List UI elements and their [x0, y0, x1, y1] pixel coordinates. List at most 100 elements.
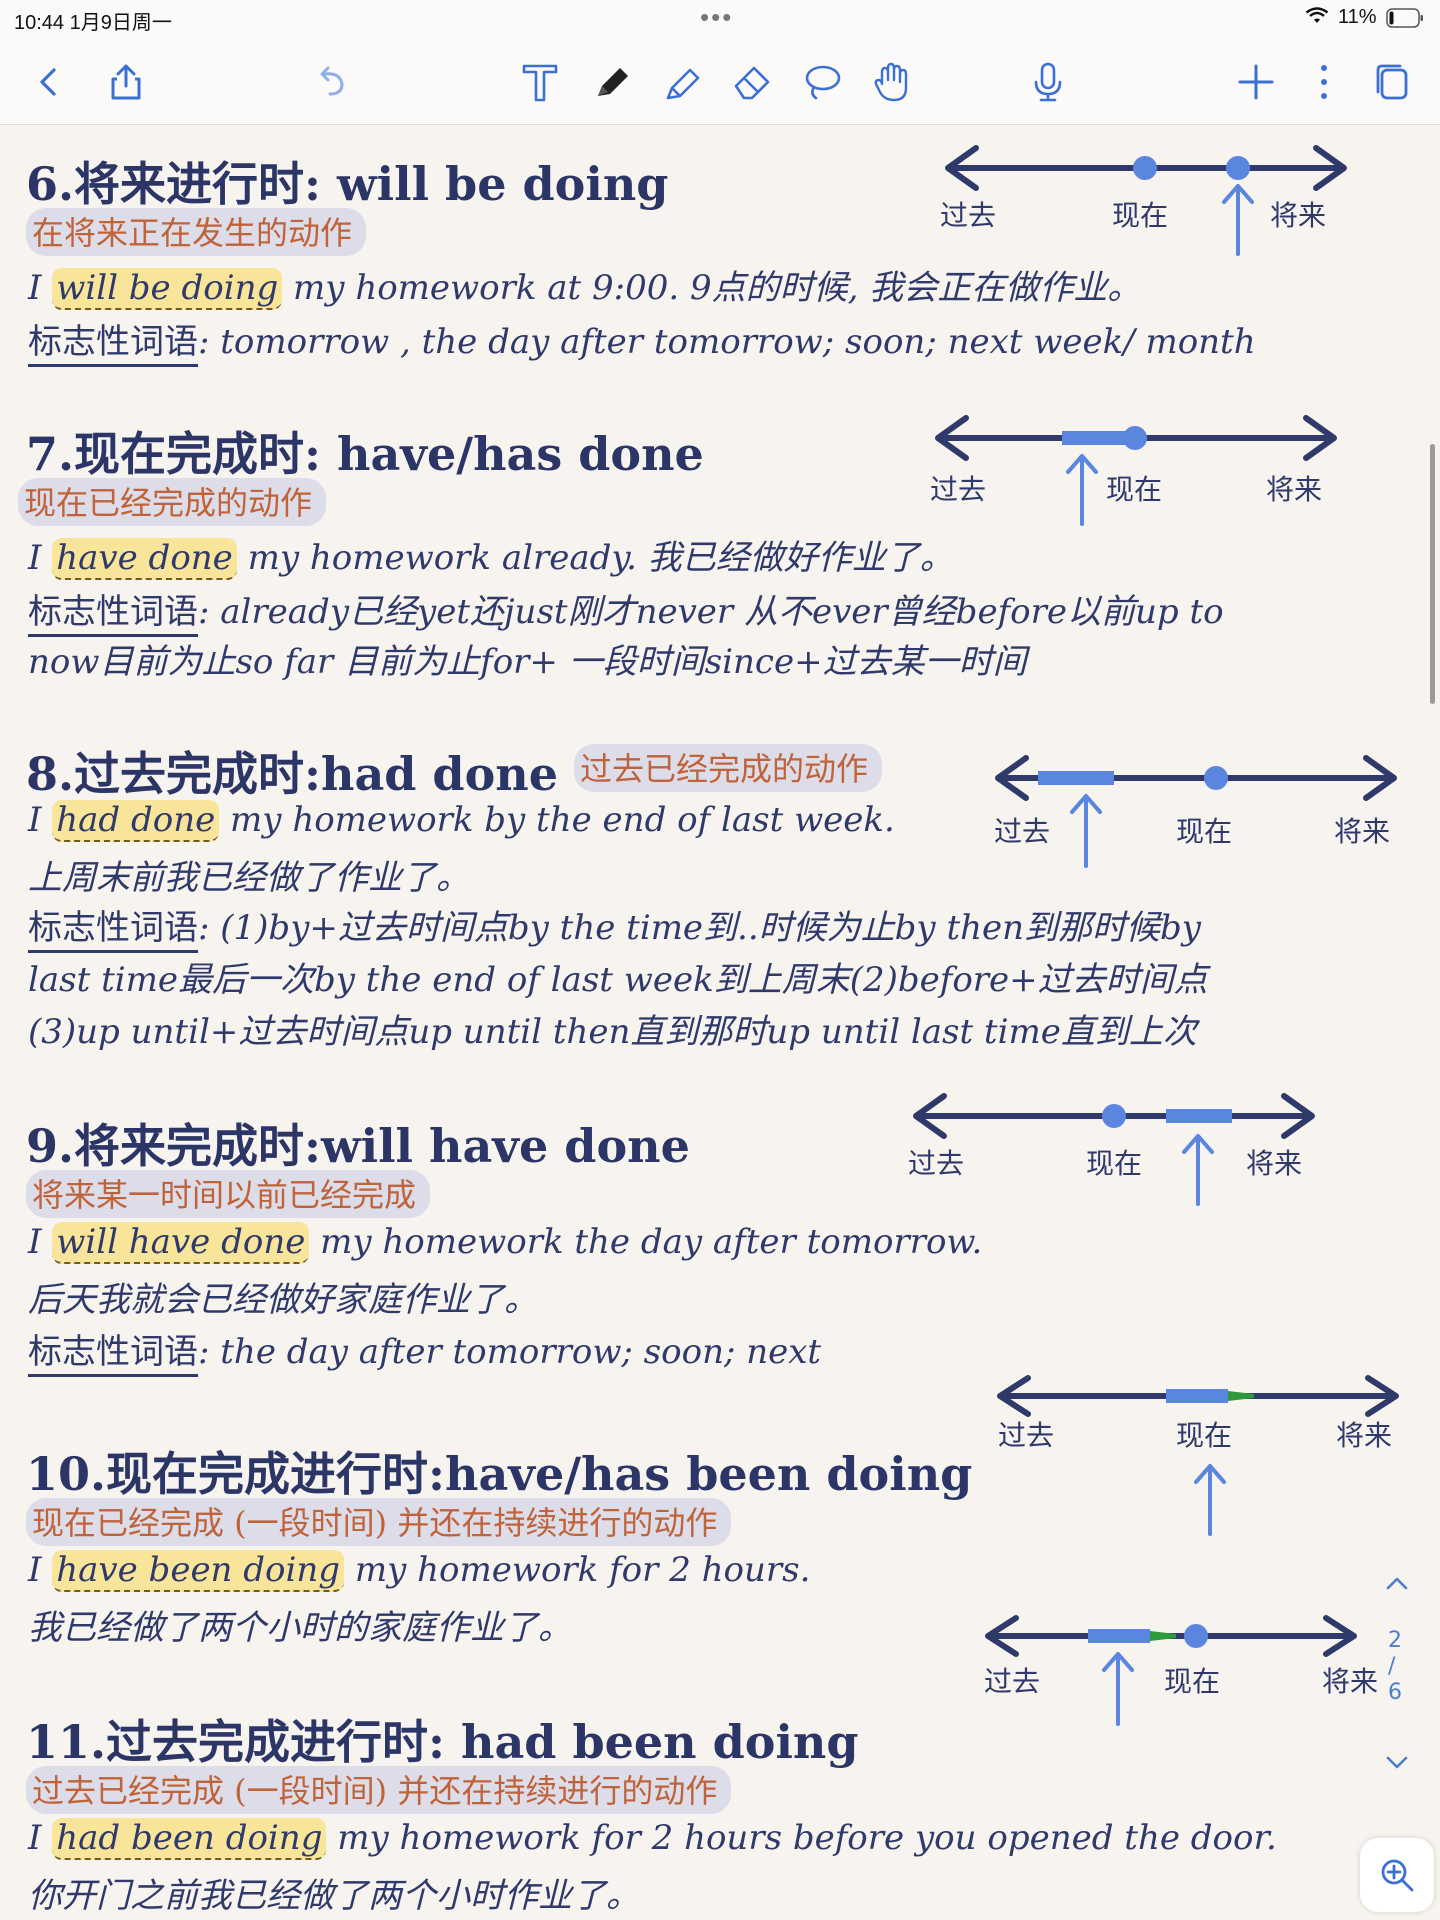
signal-words-continued: last time最后一次by the end of last week到上周末… [28, 960, 1208, 1000]
timeline-arrow-right [1303, 415, 1337, 461]
continuing-green-tip [1150, 1631, 1176, 1641]
translation: 后天我就会已经做好家庭作业了。 [28, 1280, 538, 1320]
back-icon[interactable] [26, 60, 70, 104]
example-pre: I [28, 1818, 53, 1858]
notebook-page[interactable]: 6.将来进行时: will be doing 在将来正在发生的动作 I will… [0, 124, 1440, 1920]
more-icon[interactable] [1302, 60, 1346, 104]
section-title: 11.过去完成进行时: had been doing [26, 1715, 859, 1769]
microphone-icon[interactable] [1026, 60, 1070, 104]
event-marker [1226, 156, 1250, 180]
timeline-arrow-right [1323, 1615, 1357, 1657]
section-label: 过去已经完成 (一段时间) 并还在持续进行的动作 [26, 1766, 732, 1814]
highlighted-tense: have done [52, 538, 237, 580]
timeline-arrow-right [1281, 1093, 1315, 1139]
example-post: my homework the day after tomorrow. [309, 1222, 983, 1262]
lasso-icon[interactable] [800, 60, 844, 104]
timeline-label-future: 将来 [1246, 1147, 1303, 1180]
section-title: 6.将来进行时: will be doing [26, 157, 669, 211]
signal-words-text: : the day after tomorrow; soon; next [198, 1332, 822, 1372]
section-title: 10.现在完成进行时:have/has been doing [26, 1447, 973, 1501]
example-post: my homework for 2 hours. [344, 1550, 811, 1590]
timeline-diagram: 过去 现在 将来 [992, 1374, 1402, 1544]
chevron-down-icon[interactable] [1382, 1748, 1412, 1778]
zoom-in-icon [1381, 1859, 1414, 1892]
timeline-label-past: 过去 [908, 1147, 965, 1180]
highlighted-tense: had done [52, 800, 220, 842]
event-pointer-arrow [1194, 1464, 1226, 1536]
timeline-label-past: 过去 [998, 1419, 1055, 1452]
pager-separator: / [1388, 1654, 1396, 1679]
timeline-label-present: 现在 [1164, 1665, 1221, 1698]
present-marker [1123, 426, 1147, 450]
example-post: my homework by the end of last week. [219, 800, 895, 840]
signal-words-label: 标志性词语 [28, 908, 198, 953]
pager-current-page: 2 [1388, 1628, 1402, 1653]
example-sentence: I will have done my homework the day aft… [28, 1222, 983, 1264]
example-sentence: I had been doing my homework for 2 hours… [28, 1818, 1277, 1860]
timeline-arrow-left [935, 415, 969, 461]
section-label: 过去已经完成的动作 [574, 744, 883, 792]
event-pointer-arrow [1102, 1652, 1134, 1726]
event-pointer-arrow [1066, 454, 1098, 526]
timeline-arrow-right [1365, 1375, 1399, 1417]
present-marker [1184, 1624, 1208, 1648]
timeline-label-present: 现在 [1176, 1419, 1233, 1452]
multitask-dots[interactable]: ••• [700, 2, 734, 32]
pen-icon[interactable] [590, 60, 634, 104]
signal-words-label: 标志性词语 [28, 1332, 198, 1377]
signal-words-text: : already已经yet还just刚才never 从不ever曾经befor… [198, 592, 1224, 632]
pager-total-pages: 6 [1388, 1680, 1402, 1705]
chevron-up-icon[interactable] [1382, 1568, 1412, 1598]
timeline-label-present: 现在 [1086, 1147, 1143, 1180]
highlighted-tense: had been doing [52, 1818, 327, 1860]
undo-icon[interactable] [310, 60, 354, 104]
timeline-label-future: 将来 [1334, 815, 1391, 848]
timeline-label-future: 将来 [1322, 1665, 1379, 1698]
event-pointer-arrow [1222, 184, 1254, 256]
timeline-label-future: 将来 [1270, 199, 1327, 232]
timeline-label-past: 过去 [994, 815, 1051, 848]
pages-icon[interactable] [1370, 60, 1414, 104]
scrollbar-thumb[interactable] [1430, 444, 1435, 704]
status-time: 10:44 1月9日周一 [14, 12, 172, 34]
eraser-icon[interactable] [730, 60, 774, 104]
signal-words-line: 标志性词语: already已经yet还just刚才never 从不ever曾经… [28, 584, 1224, 637]
section-title: 8.过去完成时:had done [26, 747, 558, 801]
event-pointer-arrow [1182, 1134, 1214, 1206]
timeline-label-present: 现在 [1106, 473, 1163, 506]
text-tool-icon[interactable] [518, 60, 562, 104]
battery-percent: 11% [1338, 6, 1377, 28]
toolbar [0, 38, 1440, 125]
highlighter-icon[interactable] [660, 60, 704, 104]
example-sentence: I have been doing my homework for 2 hour… [28, 1550, 811, 1592]
timeline-label-past: 过去 [940, 199, 997, 232]
section-label: 将来某一时间以前已经完成 [26, 1170, 431, 1218]
hand-icon[interactable] [870, 60, 914, 104]
duration-bar [1166, 1109, 1232, 1123]
timeline-diagram: 过去 现在 将来 [930, 404, 1340, 554]
duration-bar [1038, 771, 1114, 785]
wifi-icon [1305, 7, 1329, 23]
translation: 上周末前我已经做了作业了。 [28, 858, 470, 898]
signal-words-line: 标志性词语: tomorrow , the day after tomorrow… [28, 314, 1256, 367]
signal-words-text: : (1)by+过去时间点by the time到..时候为止by then到那… [198, 908, 1201, 948]
example-pre: I [28, 800, 53, 840]
example-post: my homework already. 我已经做好作业了。 [236, 538, 954, 578]
example-post: my homework for 2 hours before you opene… [326, 1818, 1277, 1858]
timeline-diagram: 过去 现在 将来 [940, 134, 1350, 284]
section-label: 在将来正在发生的动作 [26, 208, 367, 256]
timeline-arrow-left [995, 755, 1029, 801]
timeline-label-present: 现在 [1112, 199, 1169, 232]
share-icon[interactable] [104, 60, 148, 104]
translation: 你开门之前我已经做了两个小时作业了。 [28, 1876, 640, 1916]
timeline-label-future: 将来 [1266, 473, 1323, 506]
present-marker [1133, 156, 1157, 180]
signal-words-line: 标志性词语: (1)by+过去时间点by the time到..时候为止by t… [28, 900, 1201, 953]
example-sentence: I had done my homework by the end of las… [28, 800, 895, 842]
continuing-green-tip [1228, 1391, 1254, 1401]
example-post: my homework at 9:00. 9点的时候, 我会正在做作业。 [282, 268, 1142, 308]
example-pre: I [28, 538, 53, 578]
zoom-button[interactable] [1360, 1838, 1434, 1912]
timeline-diagram: 过去 现在 将来 [980, 1612, 1380, 1762]
add-icon[interactable] [1234, 60, 1278, 104]
